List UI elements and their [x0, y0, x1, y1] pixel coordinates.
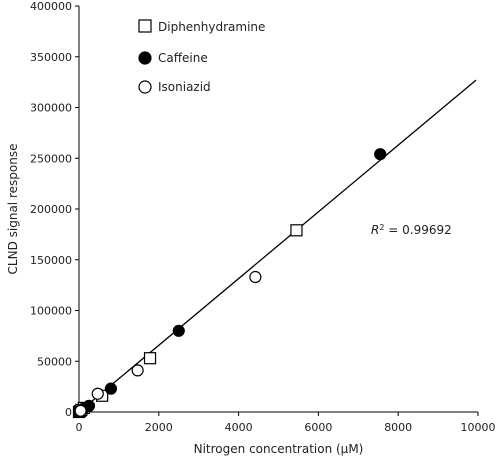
y-tick-label: 0: [65, 406, 72, 419]
point-isoniazid: [131, 364, 144, 377]
r2-symbol: R: [371, 223, 379, 237]
x-tick-label: 2000: [145, 421, 173, 434]
legend-marker-diphenhydramine: [138, 19, 152, 33]
legend-label-diphenhydramine: Diphenhydramine: [158, 20, 265, 34]
y-tick-label: 350000: [30, 51, 72, 64]
x-tick-label: 4000: [225, 421, 253, 434]
regression-fit-line: [78, 79, 477, 413]
legend: Diphenhydramine Caffeine Isoniazid: [138, 19, 265, 94]
point-isoniazid: [74, 404, 87, 417]
y-tick-label: 50000: [37, 355, 72, 368]
r2-superscript: 2: [379, 223, 384, 232]
y-tick-label: 200000: [30, 203, 72, 216]
r-squared-annotation: R2 = 0.99692: [371, 223, 452, 238]
point-caffeine: [172, 324, 185, 337]
point-diphenhydramine: [290, 224, 303, 237]
y-tick-label: 300000: [30, 102, 72, 115]
point-isoniazid: [249, 270, 262, 284]
x-tick-label: 8000: [384, 421, 412, 434]
y-tick-label: 100000: [30, 305, 72, 318]
x-tick-label: 0: [76, 421, 83, 434]
point-diphenhydramine: [143, 352, 157, 365]
y-tick-label: 150000: [30, 254, 72, 267]
point-isoniazid: [91, 387, 104, 400]
x-axis-ticks: 0 2000 4000 6000 8000 10000: [76, 412, 496, 434]
r2-value: = 0.99692: [384, 223, 451, 237]
x-tick-label: 10000: [461, 421, 496, 434]
legend-marker-isoniazid: [138, 80, 152, 94]
legend-marker-caffeine: [138, 51, 152, 65]
x-tick-label: 6000: [304, 421, 332, 434]
y-tick-label: 400000: [30, 0, 72, 13]
point-caffeine: [374, 148, 387, 161]
plot-frame: [78, 6, 478, 413]
y-axis-title: CLND signal response: [6, 144, 20, 275]
data-points: [72, 148, 387, 419]
x-axis-title: Nitrogen concentration (μM): [194, 442, 364, 456]
point-caffeine: [104, 382, 118, 395]
y-axis-ticks: 0 50000 100000 150000 200000 250000 300000 3500…: [30, 0, 79, 419]
legend-label-caffeine: Caffeine: [158, 51, 208, 65]
legend-label-isoniazid: Isoniazid: [158, 80, 211, 94]
y-tick-label: 250000: [30, 152, 72, 165]
